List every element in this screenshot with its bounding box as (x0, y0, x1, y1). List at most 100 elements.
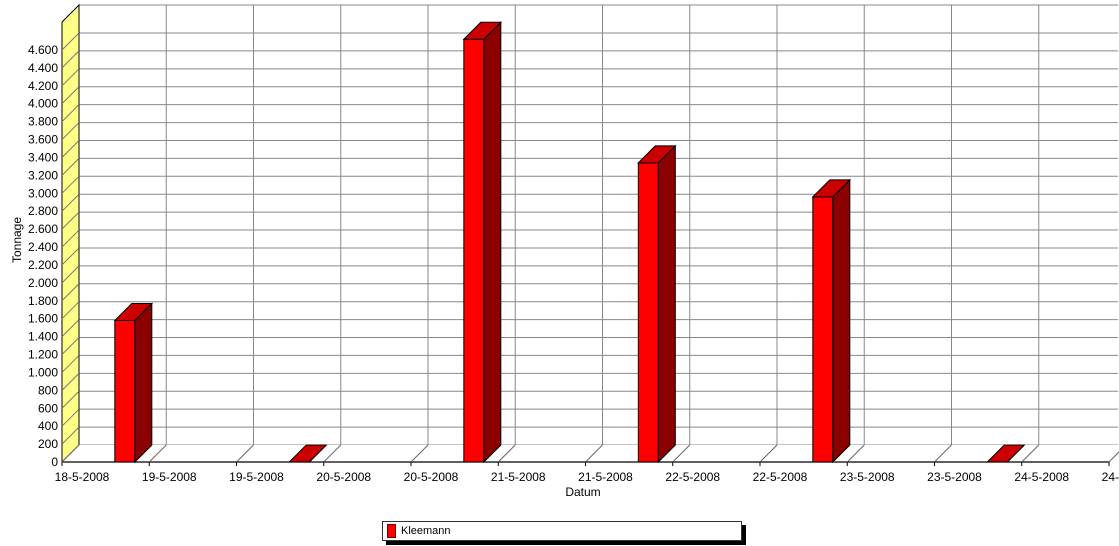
chart-back-wall (79, 5, 1118, 445)
y-tick-label: 1.400 (28, 330, 58, 344)
y-axis-ticks: 0 200 400 600 800 1.000 1.200 1.400 1.600 1.800 2.… (28, 43, 58, 469)
x-tick-label: 23-5-2008 (840, 470, 895, 484)
side-wall-gridline (61, 68, 80, 87)
floor-gridline (497, 444, 516, 463)
y-axis-title: Tonnage (10, 217, 24, 263)
side-wall-gridline (61, 175, 80, 194)
side-wall-gridline (61, 355, 80, 373)
y-tick-label: 1.800 (28, 294, 58, 308)
y-tick-label: 2.600 (28, 222, 58, 236)
bar (113, 302, 154, 464)
bar-top (986, 444, 1026, 463)
floor-gridline (236, 444, 254, 463)
x-tick-label: 21-5-2008 (578, 470, 633, 484)
bar-side (832, 178, 851, 464)
side-wall-gridline (61, 319, 80, 337)
legend-swatch-kleemann (387, 524, 396, 538)
x-tick-label: 19-5-2008 (142, 470, 197, 484)
x-tick-label: 19-5-2008 (229, 470, 284, 484)
y-tick-label: 400 (38, 419, 58, 433)
floor-panel (62, 445, 1118, 462)
y-tick-label: 200 (38, 437, 58, 451)
bar-front (463, 38, 485, 463)
floor-gridline (846, 444, 865, 463)
floor-gridline (585, 444, 603, 463)
y-tick-label: 2.000 (28, 276, 58, 290)
floor-gridline (61, 444, 80, 463)
bar (288, 444, 328, 463)
bar-top (811, 179, 852, 198)
y-tick-label: 600 (38, 401, 58, 415)
y-tick-label: 3.200 (28, 168, 58, 182)
x-tick-label: 22-5-2008 (753, 470, 808, 484)
side-wall-gridline (61, 32, 80, 51)
bar-front (114, 319, 136, 463)
side-wall-gridline (61, 86, 80, 105)
x-axis-title: Datum (565, 485, 600, 499)
y-tick-label: 4.000 (28, 97, 58, 111)
bar-side (134, 302, 153, 464)
bar (462, 21, 503, 464)
y-tick-label: 4.200 (28, 79, 58, 93)
floor-gridline (1108, 451, 1119, 463)
floor-gridline (323, 444, 342, 463)
x-tick-label: 21-5-2008 (491, 470, 546, 484)
chart-legend: Kleemann (382, 521, 742, 541)
bar-top (462, 21, 503, 40)
x-tick-label: 22-5-2008 (665, 470, 720, 484)
floor-gridline (934, 444, 952, 463)
floor-gridline (1021, 444, 1040, 463)
y-tick-label: 800 (38, 383, 58, 397)
bar-front (637, 162, 659, 463)
side-wall-gridline (61, 193, 80, 212)
y-tick-label: 0 (51, 455, 58, 469)
x-tick-label: 20-5-2008 (316, 470, 371, 484)
side-wall-gridline (61, 283, 80, 302)
bar (811, 178, 852, 464)
legend-label-kleemann: Kleemann (401, 525, 451, 537)
side-wall-gridline (61, 158, 80, 176)
bar (637, 144, 677, 464)
chart-floor (61, 444, 1119, 466)
y-tick-label: 2.800 (28, 204, 58, 218)
bar-top (637, 145, 677, 164)
chart-bars (113, 21, 1026, 464)
y-tick-label: 3.800 (28, 115, 58, 129)
side-wall-gridline (61, 265, 80, 284)
y-tick-label: 3.400 (28, 150, 58, 164)
y-tick-label: 3.600 (28, 133, 58, 147)
side-wall-gridline (61, 390, 80, 409)
y-tick-label: 1.200 (28, 348, 58, 362)
back-wall-panel (79, 5, 1118, 445)
y-tick-label: 2.400 (28, 240, 58, 254)
x-axis-ticks: 18-5-2008 19-5-2008 19-5-2008 20-5-2008 20-5… (55, 470, 1119, 484)
bar-top (113, 302, 154, 321)
side-wall-gridline (61, 211, 80, 230)
side-wall-gridline (61, 408, 80, 427)
floor-gridline (759, 444, 778, 463)
side-wall-gridline (61, 229, 80, 248)
y-tick-label: 3.000 (28, 186, 58, 200)
x-tick-label: 23-5-2008 (927, 470, 982, 484)
side-wall-gridline (61, 337, 80, 355)
chart-side-wall (61, 3, 80, 464)
bar-side (483, 21, 502, 464)
x-tick-label: 18-5-2008 (55, 470, 110, 484)
y-tick-label: 4.600 (28, 43, 58, 57)
y-tick-label: 1.000 (28, 365, 58, 379)
floor-gridline (148, 444, 167, 463)
y-tick-label: 2.200 (28, 258, 58, 272)
side-wall-gridline (61, 426, 80, 445)
y-tick-label: 1.600 (28, 312, 58, 326)
side-wall-gridline (61, 104, 80, 123)
side-wall-gridline (61, 372, 80, 391)
bar (986, 444, 1026, 463)
bar-side (657, 144, 676, 464)
bar-top (288, 444, 328, 463)
chart-grid (79, 4, 1118, 446)
floor-gridline (410, 444, 429, 463)
x-tick-label: 24-5-2008 (1014, 470, 1069, 484)
side-wall-gridline (61, 50, 80, 69)
x-tick-label: 20-5-2008 (404, 470, 459, 484)
x-tick-label: 24-5-2008 (1102, 470, 1119, 484)
